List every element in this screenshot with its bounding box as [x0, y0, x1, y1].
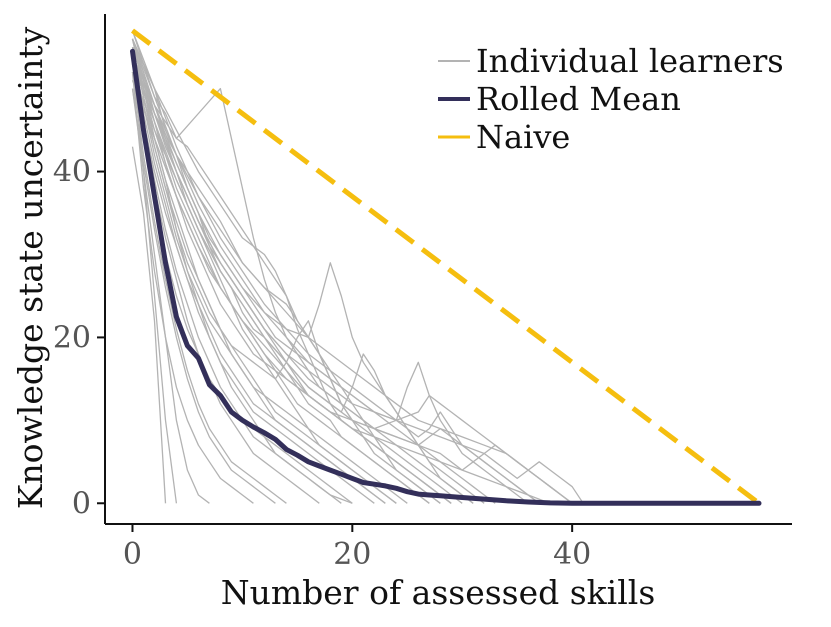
y-tick-label: 0: [72, 486, 91, 521]
learner-line: [131, 55, 474, 504]
legend-label-individual: Individual learners: [476, 42, 784, 80]
individual-learner-lines: [131, 30, 584, 504]
learner-line: [131, 38, 584, 504]
learner-line: [131, 63, 320, 504]
x-tick-label: 40: [553, 537, 591, 572]
legend-label-rolled-mean: Rolled Mean: [476, 80, 681, 118]
learner-line: [131, 55, 342, 504]
legend: Individual learners Rolled Mean Naive: [438, 42, 784, 156]
x-ticks: 0 20 40: [123, 524, 591, 572]
learner-line: [131, 38, 496, 504]
learner-line: [131, 71, 485, 504]
learner-line: [131, 46, 441, 504]
learner-line: [131, 71, 254, 504]
y-axis-title: Knowledge state uncertainty: [11, 26, 50, 509]
learner-line: [131, 38, 452, 504]
y-ticks: 0 20 40: [53, 155, 105, 521]
x-tick-label: 0: [123, 537, 142, 572]
learner-line: [131, 146, 167, 504]
learner-line: [131, 88, 276, 504]
legend-label-naive: Naive: [476, 118, 570, 156]
learner-line: [131, 30, 540, 504]
learner-line: [131, 47, 441, 504]
learner-line: [131, 71, 287, 504]
learner-line: [131, 55, 178, 504]
learner-line: [131, 46, 474, 504]
learner-line: [131, 38, 430, 504]
learner-line: [131, 55, 408, 504]
y-tick-label: 40: [53, 155, 91, 190]
rolled-mean-layer: [130, 48, 762, 506]
learner-line: [131, 46, 573, 504]
x-tick-label: 20: [333, 537, 371, 572]
learner-line: [131, 46, 529, 504]
x-axis-title: Number of assessed skills: [221, 573, 656, 612]
rolled-mean-line: [130, 48, 762, 506]
y-tick-label: 20: [53, 320, 91, 355]
